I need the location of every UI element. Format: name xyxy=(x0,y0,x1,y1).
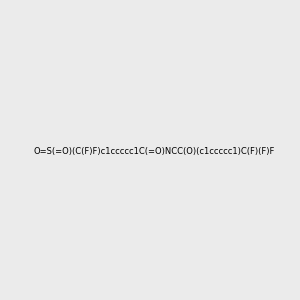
Text: O=S(=O)(C(F)F)c1ccccc1C(=O)NCC(O)(c1ccccc1)C(F)(F)F: O=S(=O)(C(F)F)c1ccccc1C(=O)NCC(O)(c1cccc… xyxy=(33,147,274,156)
